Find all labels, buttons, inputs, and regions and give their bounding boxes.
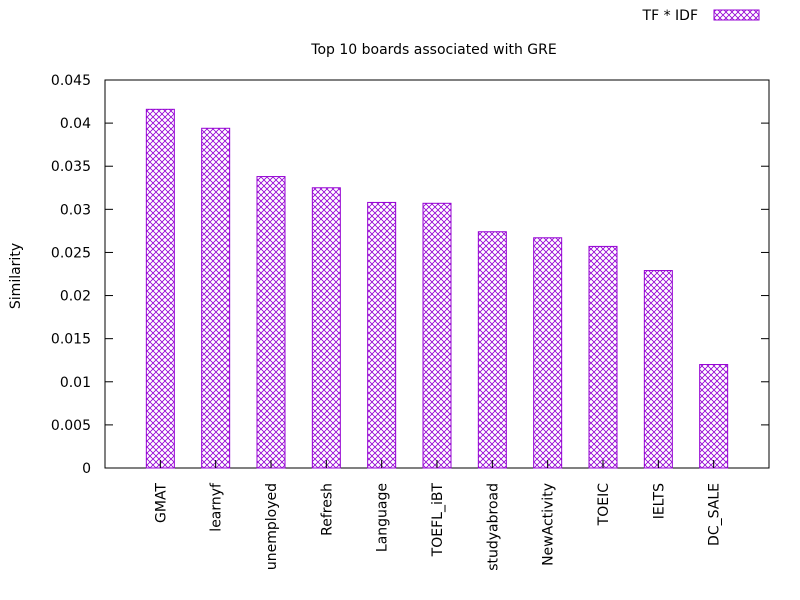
legend: TF * IDF xyxy=(642,8,760,24)
x-tick-label: unemployed xyxy=(264,483,280,570)
x-axis-tick-labels: GMAT learnyf unemployed Refresh Language TOEF… xyxy=(153,460,723,571)
bar-newactivity xyxy=(533,237,563,469)
legend-swatch xyxy=(713,9,760,21)
bar-ielts xyxy=(643,270,673,469)
chart-title: Top 10 boards associated with GRE xyxy=(310,42,556,58)
bars xyxy=(145,108,729,469)
y-tick-label: 0 xyxy=(82,461,91,477)
y-tick-label: 0.035 xyxy=(51,159,91,175)
x-tick-label: TOEFL_iBT xyxy=(430,483,446,558)
x-tick-label: GMAT xyxy=(153,483,169,523)
bar-refresh xyxy=(311,187,341,469)
y-tick-label: 0.005 xyxy=(51,418,91,434)
bar-toeic xyxy=(588,245,618,469)
bar-gmat xyxy=(145,108,175,469)
y-axis-ticks: 0 0.005 0.01 0.015 0.02 0.025 0.03 0.035 0.04 0.0… xyxy=(51,73,769,477)
x-tick-label: DC_SALE xyxy=(707,483,723,546)
x-tick-label: Refresh xyxy=(319,483,335,536)
y-tick-label: 0.02 xyxy=(60,289,91,305)
y-tick-label: 0.03 xyxy=(60,202,91,218)
x-tick-label: TOEIC xyxy=(596,483,612,527)
y-tick-label: 0.015 xyxy=(51,332,91,348)
bar-toefl-ibt xyxy=(422,202,452,469)
y-tick-label: 0.01 xyxy=(60,375,91,391)
bar-learnyf xyxy=(201,127,231,469)
x-tick-label: learnyf xyxy=(209,482,225,532)
y-tick-label: 0.025 xyxy=(51,245,91,261)
y-axis-label: Similarity xyxy=(8,243,24,309)
legend-label: TF * IDF xyxy=(642,8,698,24)
x-tick-label: NewActivity xyxy=(541,483,557,566)
bar-studyabroad xyxy=(477,231,507,469)
x-tick-label: studyabroad xyxy=(485,483,501,571)
y-tick-label: 0.045 xyxy=(51,73,91,89)
bar-unemployed xyxy=(256,176,286,469)
x-tick-label: IELTS xyxy=(651,483,667,519)
bar-language xyxy=(367,201,397,469)
bar-dc-sale xyxy=(699,364,729,469)
x-tick-label: Language xyxy=(375,483,391,552)
y-tick-label: 0.04 xyxy=(60,116,91,132)
